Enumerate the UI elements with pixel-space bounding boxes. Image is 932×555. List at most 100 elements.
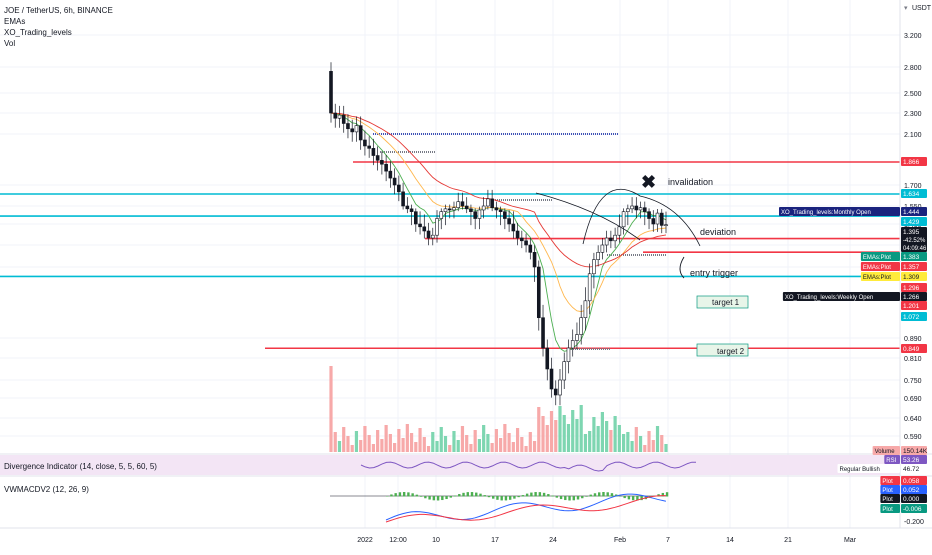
macd-histogram-bar [530, 492, 533, 497]
ema-line [330, 112, 667, 268]
volume-bar [537, 407, 541, 452]
volume-bar [397, 429, 401, 452]
macd-histogram-bar [492, 496, 495, 499]
volume-bar [371, 444, 376, 452]
price-tag [901, 272, 927, 281]
volume-bar [443, 436, 448, 452]
volume-bar [507, 433, 511, 452]
volume-bar [431, 432, 435, 452]
deviation-arc [582, 188, 701, 247]
candle-body [375, 155, 380, 161]
macd-histogram-bar [593, 493, 597, 497]
macd-histogram-bar [407, 492, 410, 497]
candle-body [418, 223, 422, 228]
price-tick-label: 0.750 [904, 378, 922, 385]
vwmacd-tag-label: Plot [882, 479, 893, 485]
volume-bar [562, 415, 566, 452]
rsi-tag-value: 46.72 [903, 466, 920, 473]
candle-body [621, 211, 626, 228]
candle-body [473, 211, 477, 219]
candle-body [367, 145, 371, 149]
legend-symbol[interactable]: JOE / TetherUS, 6h, BINANCE [4, 6, 113, 15]
candle-body [520, 237, 524, 242]
legend-vol[interactable]: Vol [4, 39, 16, 48]
candle-body [397, 184, 401, 193]
candle-body [426, 230, 431, 239]
macd-histogram-bar [623, 496, 626, 499]
target-1-box [696, 295, 749, 309]
macd-histogram-bar [572, 496, 575, 501]
price-tag-label-bg [860, 262, 900, 271]
time-tick-label: 17 [491, 537, 499, 544]
macd-histogram-bar [636, 496, 639, 501]
candle-body [570, 340, 575, 349]
time-tick-label: 24 [549, 537, 557, 544]
vwmacd-tag-label-bg [880, 476, 900, 485]
candle-body [401, 191, 405, 207]
macd-histogram-bar [534, 492, 537, 497]
macd-histogram-bar [386, 496, 389, 497]
vwmacd-tag-label-bg [880, 494, 900, 503]
vwmacd-tick-label: -0.200 [904, 519, 924, 526]
price-tick-label: 0.890 [904, 336, 922, 343]
target-2-box [696, 343, 749, 357]
macd-histogram-bar [665, 492, 669, 497]
currency-label: USDT [912, 5, 932, 12]
rsi-tag-value: 53.26 [903, 457, 920, 464]
volume-bar [520, 437, 524, 452]
rsi-tag-label-bg [837, 464, 900, 473]
macd-histogram-bar [402, 492, 406, 497]
volume-bar [473, 430, 477, 452]
macd-histogram-bar [462, 492, 465, 497]
legend-xo-levels[interactable]: XO_Trading_levels [4, 28, 72, 37]
vwmacd-tag-value: 0.052 [903, 487, 920, 494]
price-tag-label-bg [782, 292, 900, 301]
price-tag [901, 189, 927, 198]
volume-bar [613, 416, 617, 452]
vwmacd-tag [901, 485, 927, 494]
volume-bar [439, 427, 443, 452]
vwmacd-tag-label-bg [880, 504, 900, 513]
candle-body [486, 198, 490, 207]
price-tick-label: 0.590 [904, 434, 922, 441]
candle-body [558, 379, 562, 396]
candle-body [443, 208, 448, 212]
price-tag-value: 1.072 [903, 314, 920, 321]
volume-bar [532, 441, 537, 452]
macd-histogram-bar [555, 496, 559, 498]
invalidation-x-icon: ✖ [641, 172, 656, 192]
candle-body [609, 237, 613, 242]
deviation-label: deviation [700, 227, 736, 237]
ema-line [330, 112, 667, 352]
vwmacd-tag [901, 476, 927, 485]
volume-bar [626, 432, 630, 452]
macd-histogram-bar [602, 492, 605, 497]
legend-emas[interactable]: EMAs [4, 17, 26, 26]
legend-divergence[interactable]: Divergence Indicator (14, close, 5, 5, 6… [4, 462, 157, 471]
price-tag [901, 292, 927, 301]
price-tag-value: 0.849 [903, 346, 920, 353]
time-tick-label: Mar [844, 537, 857, 544]
macd-histogram-bar [585, 496, 588, 497]
candle-body [503, 211, 507, 219]
price-tag [901, 262, 927, 271]
candle-body [490, 198, 494, 208]
candle-body [647, 211, 651, 219]
macd-histogram-bar [483, 495, 486, 497]
volume-bar [405, 424, 409, 452]
candle-body [409, 208, 414, 212]
vwmacd-tag-value: 0.058 [903, 478, 920, 485]
volume-bar [664, 444, 668, 452]
volume-bar [426, 446, 431, 452]
volume-bar [414, 442, 418, 452]
currency-caret-icon: ▾ [904, 5, 908, 12]
price-tag-label-bg [860, 252, 900, 261]
macd-histogram-bar [547, 494, 550, 497]
volume-bar [422, 437, 426, 452]
candle-body [596, 252, 600, 260]
price-tag-label: Volume [875, 449, 896, 455]
legend-vwmacd[interactable]: VWMACDV2 (12, 26, 9) [4, 485, 89, 494]
macd-histogram-bar [470, 492, 474, 497]
